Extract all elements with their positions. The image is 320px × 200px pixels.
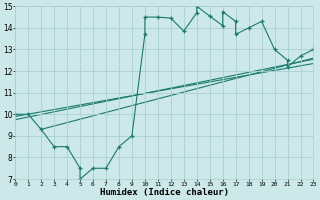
X-axis label: Humidex (Indice chaleur): Humidex (Indice chaleur) [100, 188, 229, 197]
